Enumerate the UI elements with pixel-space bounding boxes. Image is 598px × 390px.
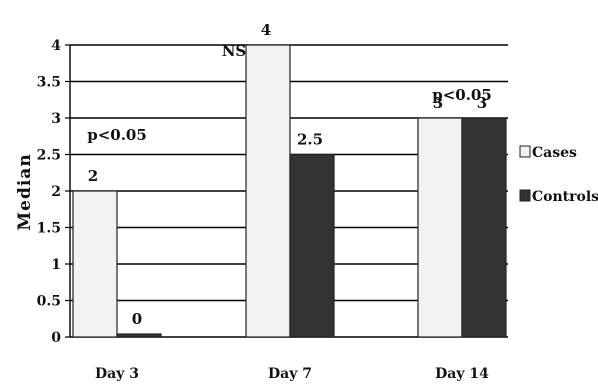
- significance-annotation: NS: [222, 42, 247, 60]
- legend-label-cases: Cases: [532, 145, 577, 161]
- y-tick-label: 3: [51, 111, 61, 127]
- y-tick-label: 1.5: [37, 221, 61, 237]
- significance-annotation: p<0.05: [432, 86, 492, 104]
- x-category-label: Day 3: [95, 366, 139, 382]
- x-category-label: Day 14: [435, 366, 489, 382]
- data-label: 2.5: [297, 131, 323, 149]
- y-tick-label: 3.5: [37, 75, 61, 91]
- data-label: 0: [132, 310, 142, 328]
- legend-label-controls: Controls: [532, 189, 598, 205]
- bar-controls-day-7: [289, 153, 335, 338]
- legend: Cases Controls: [516, 140, 598, 218]
- y-tick-label: 2.5: [37, 148, 61, 164]
- data-label: 2: [88, 167, 98, 185]
- y-tick-label: 0.5: [37, 294, 61, 310]
- y-tick-label: 4: [51, 38, 61, 54]
- bar-cases-day-3: [72, 190, 118, 338]
- bars-layer: [72, 44, 507, 338]
- legend-swatch-controls: [519, 189, 531, 202]
- y-tick-label: 1: [51, 257, 61, 273]
- y-axis-label: Median: [15, 153, 35, 230]
- legend-swatch-cases: [519, 145, 531, 158]
- bar-controls-day-14: [461, 117, 507, 338]
- bar-cases-day-14: [417, 117, 463, 338]
- significance-annotation: p<0.05: [87, 126, 147, 144]
- y-tick-label: 2: [51, 184, 61, 200]
- x-category-label: Day 7: [268, 366, 312, 382]
- bar-controls-day-3: [116, 333, 162, 338]
- axis-layer: 0 0.5 1 1.5 2 2.5 3 3.5 4 Day 3 Day 7 Day 14: [37, 38, 489, 382]
- bar-cases-day-7: [245, 44, 291, 338]
- data-label: 4: [261, 21, 271, 39]
- data-label: 3: [477, 94, 487, 112]
- y-tick-label: 0: [51, 330, 61, 346]
- data-label: 3: [433, 94, 443, 112]
